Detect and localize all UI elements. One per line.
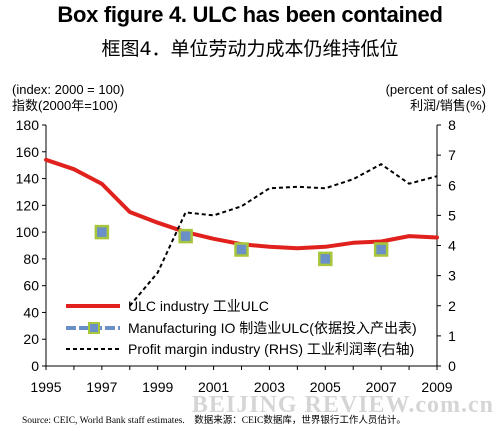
left-tick-label: 100	[16, 224, 40, 240]
watermark-logo: BEIJING REVIEW.com.cn	[191, 392, 494, 418]
legend-manufacturing-io-marker	[88, 322, 100, 334]
legend-label: Profit margin industry (RHS) 工业利润率(右轴)	[128, 341, 414, 357]
legend-label: ULC industry 工业ULC	[128, 298, 269, 314]
left-axis-label-en: (index: 2000 = 100)	[12, 82, 125, 97]
right-tick-label: 8	[448, 117, 456, 133]
left-axis-label-zh: 指数(2000年=100)	[12, 98, 118, 113]
right-axis-label: (percent of sales) 利润/销售(%)	[386, 82, 486, 114]
left-tick-label: 180	[16, 117, 40, 133]
right-tick-label: 5	[448, 207, 456, 223]
manufacturing-io-marker	[318, 251, 333, 267]
left-tick-label: 80	[23, 251, 39, 267]
x-tick-label: 2005	[310, 379, 341, 395]
left-tick-label: 0	[31, 358, 39, 374]
chart-legend: ULC industry 工业ULC Manufacturing IO 制造业UL…	[66, 298, 417, 357]
right-tick-label: 7	[448, 147, 456, 163]
right-tick-label: 2	[448, 298, 456, 314]
left-tick-label: 20	[23, 331, 39, 347]
chart-title: Box figure 4. ULC has been contained	[57, 2, 443, 27]
left-tick-label: 60	[23, 278, 39, 294]
chart-series	[44, 157, 439, 307]
left-tick-label: 140	[16, 171, 40, 187]
left-tick-label: 40	[23, 304, 39, 320]
chart-axes: 0 20 40 60 80 100 120 140 160 180 0 1 2 3 4 5 6 7 8 1995 199…	[16, 117, 456, 395]
x-tick-label: 1995	[30, 379, 61, 395]
x-tick-label: 2009	[421, 379, 452, 395]
x-tick-label: 1997	[86, 379, 117, 395]
x-tick-label: 2001	[198, 379, 229, 395]
left-tick-label: 160	[16, 144, 40, 160]
x-tick-label: 2007	[366, 379, 397, 395]
x-tick-label: 1999	[142, 379, 173, 395]
right-axis-label-en: (percent of sales)	[385, 82, 486, 97]
legend-label: Manufacturing IO 制造业ULC(依据投入产出表)	[128, 320, 417, 336]
left-axis-label: (index: 2000 = 100) 指数(2000年=100)	[12, 82, 124, 114]
source-note: Source: CEIC, World Bank staff estimates…	[22, 416, 406, 426]
right-tick-label: 1	[448, 328, 456, 344]
right-tick-label: 6	[448, 177, 456, 193]
profit-margin-line	[129, 163, 438, 307]
right-tick-label: 3	[448, 268, 456, 284]
right-tick-label: 0	[448, 358, 456, 374]
left-tick-label: 120	[16, 197, 40, 213]
right-axis-label-zh: 利润/销售(%)	[410, 98, 486, 113]
manufacturing-io-marker	[94, 224, 110, 240]
manufacturing-io-marker	[373, 242, 389, 257]
manufacturing-io-marker	[234, 242, 249, 257]
manufacturing-io-marker	[178, 228, 193, 244]
right-tick-label: 4	[448, 238, 456, 254]
x-tick-label: 2003	[254, 379, 285, 395]
chart-title-zh: 框图4．单位劳动力成本仍维持低位	[101, 38, 399, 60]
